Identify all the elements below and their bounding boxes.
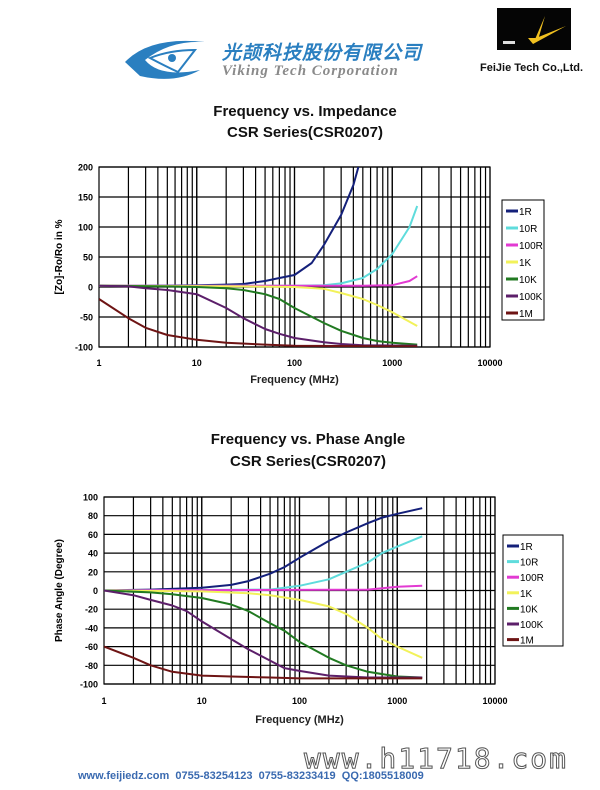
legend-label-10K: 10K bbox=[520, 604, 538, 615]
y-tick-label: -80 bbox=[85, 661, 98, 671]
series-line-100K bbox=[99, 284, 418, 347]
x-tick-label: 100 bbox=[287, 358, 302, 368]
x-tick-label: 100 bbox=[292, 696, 307, 706]
legend-label-100K: 100K bbox=[519, 292, 543, 303]
chart1-subtitle: CSR Series(CSR0207) bbox=[227, 124, 383, 141]
x-tick-label: 10000 bbox=[482, 696, 507, 706]
y-tick-label: 20 bbox=[88, 567, 98, 577]
y-axis-label: [Zo]-Ro/Ro in % bbox=[54, 219, 65, 294]
series-line-10K bbox=[99, 284, 418, 346]
series-line-1K bbox=[99, 284, 418, 327]
x-axis-label: Frequency (MHz) bbox=[255, 714, 344, 726]
y-tick-label: 0 bbox=[93, 586, 98, 596]
legend-label-1R: 1R bbox=[520, 542, 533, 553]
series-line-10K bbox=[104, 589, 423, 679]
chart2-subtitle: CSR Series(CSR0207) bbox=[230, 453, 386, 470]
x-tick-label: 10 bbox=[197, 696, 207, 706]
x-tick-label: 1 bbox=[101, 696, 106, 706]
y-tick-label: -100 bbox=[75, 343, 93, 353]
series-line-1R bbox=[104, 507, 423, 592]
footer-contact: www.feijiedz.com 0755-83254123 0755-8323… bbox=[78, 770, 424, 782]
feijie-logo-icon bbox=[497, 8, 571, 50]
legend-label-1R: 1R bbox=[519, 207, 532, 218]
y-tick-label: -20 bbox=[85, 605, 98, 615]
legend-label-100R: 100R bbox=[519, 241, 543, 252]
series-line-1M bbox=[99, 298, 418, 347]
y-tick-label: 0 bbox=[88, 283, 93, 293]
y-tick-label: 80 bbox=[88, 511, 98, 521]
x-tick-label: 10 bbox=[192, 358, 202, 368]
viking-logo-swoosh-icon bbox=[125, 40, 205, 79]
legend-label-100R: 100R bbox=[520, 573, 544, 584]
legend-label-1M: 1M bbox=[519, 309, 533, 320]
legend-label-1K: 1K bbox=[519, 258, 532, 269]
chart2-title: Frequency vs. Phase Angle bbox=[210, 431, 406, 448]
x-tick-label: 1 bbox=[96, 358, 101, 368]
y-axis-label: Phase Angle (Degree) bbox=[54, 539, 65, 642]
legend-box bbox=[501, 199, 545, 321]
y-tick-label: 40 bbox=[88, 549, 98, 559]
y-tick-label: 100 bbox=[78, 223, 93, 233]
legend-label-1K: 1K bbox=[520, 589, 533, 600]
series-line-10R bbox=[104, 535, 423, 592]
y-tick-label: 50 bbox=[83, 253, 93, 263]
y-tick-label: -40 bbox=[85, 623, 98, 633]
chart1-title: Frequency vs. Impedance bbox=[213, 103, 397, 120]
logo-english-name: Viking Tech Corporation bbox=[222, 63, 399, 79]
series-line-100R bbox=[104, 584, 423, 592]
x-tick-label: 10000 bbox=[477, 358, 502, 368]
x-axis-label: Frequency (MHz) bbox=[250, 374, 339, 386]
series-line-100K bbox=[104, 589, 423, 679]
x-tick-label: 1000 bbox=[382, 358, 402, 368]
legend-label-100K: 100K bbox=[520, 620, 544, 631]
y-tick-label: 100 bbox=[83, 493, 98, 503]
y-tick-label: -50 bbox=[80, 313, 93, 323]
series-line-1K bbox=[104, 589, 423, 659]
y-tick-label: 60 bbox=[88, 530, 98, 540]
legend-label-10R: 10R bbox=[519, 224, 537, 235]
y-tick-label: 200 bbox=[78, 163, 93, 173]
y-tick-label: -60 bbox=[85, 642, 98, 652]
legend-label-1M: 1M bbox=[520, 636, 534, 647]
logo-chinese-name: 光颉科技股份有限公司 bbox=[222, 42, 423, 64]
y-tick-label: 150 bbox=[78, 193, 93, 203]
legend-box bbox=[502, 534, 564, 647]
series-line-1M bbox=[104, 645, 423, 680]
legend-label-10K: 10K bbox=[519, 275, 537, 286]
watermark: www.h11718.com bbox=[303, 742, 569, 776]
y-tick-label: -100 bbox=[80, 680, 98, 690]
legend-label-10R: 10R bbox=[520, 558, 538, 569]
x-tick-label: 1000 bbox=[387, 696, 407, 706]
partner-name: FeiJie Tech Co.,Ltd. bbox=[480, 62, 584, 74]
